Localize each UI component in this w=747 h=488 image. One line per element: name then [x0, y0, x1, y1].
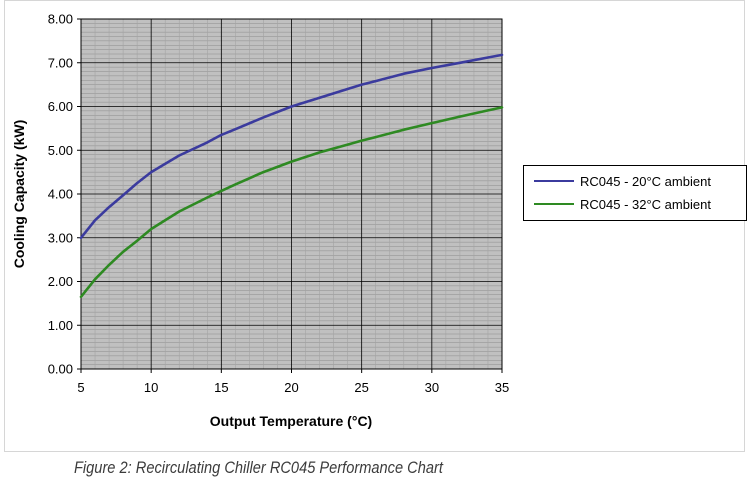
y-tick-label: 8.00 — [48, 12, 73, 27]
legend-item: RC045 - 32°C ambient — [534, 196, 711, 212]
x-axis-label: Output Temperature (°C) — [210, 413, 372, 429]
legend-swatch — [534, 203, 574, 205]
y-tick-label: 6.00 — [48, 99, 73, 114]
x-tick-label: 10 — [144, 380, 158, 395]
figure-caption: Figure 2: Recirculating Chiller RC045 Pe… — [74, 458, 443, 477]
legend-swatch — [534, 180, 574, 182]
y-tick-label: 5.00 — [48, 143, 73, 158]
legend-label: RC045 - 32°C ambient — [580, 196, 711, 212]
y-axis-label: Cooling Capacity (kW) — [11, 120, 27, 269]
x-tick-label: 25 — [354, 380, 368, 395]
y-tick-label: 1.00 — [48, 318, 73, 333]
y-tick-label: 3.00 — [48, 230, 73, 245]
x-tick-label: 30 — [425, 380, 439, 395]
x-tick-label: 35 — [495, 380, 509, 395]
series-line-1 — [79, 53, 504, 240]
x-tick-label: 15 — [214, 380, 228, 395]
series-line-2 — [79, 106, 504, 299]
legend-label: RC045 - 20°C ambient — [580, 173, 711, 189]
y-tick-label: 0.00 — [48, 362, 73, 377]
legend: RC045 - 20°C ambient RC045 - 32°C ambient — [523, 165, 747, 221]
y-tick-label: 4.00 — [48, 187, 73, 202]
y-tick-label: 7.00 — [48, 55, 73, 70]
legend-item: RC045 - 20°C ambient — [534, 173, 711, 189]
y-tick-label: 2.00 — [48, 274, 73, 289]
x-tick-label: 5 — [77, 380, 84, 395]
x-tick-label: 20 — [284, 380, 298, 395]
